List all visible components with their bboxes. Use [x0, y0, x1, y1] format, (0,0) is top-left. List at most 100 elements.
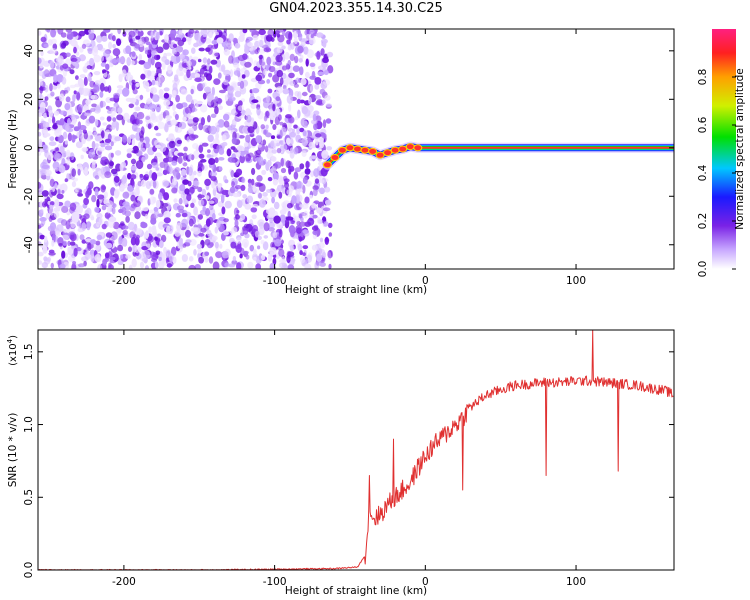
noise-speckle: [198, 122, 204, 131]
noise-speckle: [272, 231, 278, 239]
noise-speckle: [195, 102, 199, 108]
noise-speckle: [126, 57, 131, 66]
noise-speckle: [103, 86, 110, 92]
noise-speckle: [155, 144, 162, 149]
noise-speckle: [244, 141, 249, 148]
noise-speckle: [100, 55, 105, 62]
noise-speckle: [313, 168, 320, 178]
noise-speckle: [61, 190, 65, 194]
noise-speckle: [151, 172, 158, 181]
noise-speckle: [62, 40, 69, 46]
noise-speckle: [174, 37, 182, 42]
noise-speckle: [49, 60, 55, 69]
noise-speckle: [244, 145, 249, 154]
noise-speckle: [272, 103, 276, 112]
noise-speckle: [221, 134, 227, 141]
colorbar-tick-label: 0.6: [697, 116, 709, 133]
noise-speckle: [316, 50, 321, 60]
noise-speckle: [39, 80, 43, 86]
noise-speckle: [279, 214, 286, 223]
noise-speckle: [105, 200, 114, 207]
noise-speckle: [314, 77, 322, 85]
noise-speckle: [188, 127, 195, 134]
noise-speckle: [104, 171, 112, 179]
noise-speckle: [239, 253, 243, 259]
noise-speckle: [59, 118, 65, 126]
noise-speckle: [112, 44, 116, 49]
noise-speckle: [247, 261, 254, 269]
noise-speckle: [141, 156, 146, 163]
noise-speckle: [285, 216, 294, 221]
noise-speckle: [206, 229, 212, 237]
noise-speckle: [305, 33, 311, 41]
noise-speckle: [276, 47, 283, 54]
noise-speckle: [168, 164, 172, 173]
noise-speckle: [155, 132, 162, 137]
noise-speckle: [186, 60, 192, 67]
noise-speckle: [179, 184, 186, 192]
noise-speckle: [271, 149, 278, 154]
noise-speckle: [214, 96, 219, 102]
noise-speckle: [105, 63, 110, 70]
noise-speckle: [73, 46, 77, 54]
noise-speckle: [185, 229, 191, 238]
noise-speckle: [48, 110, 54, 118]
noise-speckle: [258, 221, 265, 229]
noise-speckle: [167, 64, 173, 74]
noise-speckle: [309, 155, 318, 160]
noise-speckle: [309, 85, 314, 93]
spectrogram-y-ticks: -40 -20 0 20 40: [23, 44, 674, 253]
noise-speckle: [228, 263, 236, 268]
noise-speckle: [158, 89, 164, 96]
noise-speckle: [192, 180, 200, 187]
noise-speckle: [130, 194, 136, 202]
noise-speckle: [295, 181, 304, 190]
noise-speckle: [254, 181, 262, 188]
noise-speckle: [122, 225, 129, 230]
noise-speckle: [158, 192, 163, 201]
noise-speckle: [279, 209, 287, 215]
noise-speckle: [209, 171, 218, 177]
noise-speckle: [299, 127, 305, 133]
noise-speckle: [184, 106, 193, 115]
noise-speckle: [180, 192, 185, 199]
noise-speckle: [81, 147, 89, 153]
noise-speckle: [279, 129, 283, 139]
noise-speckle: [104, 145, 113, 151]
noise-speckle: [72, 94, 76, 103]
noise-speckle: [211, 235, 218, 241]
noise-speckle: [156, 31, 160, 41]
noise-speckle: [285, 114, 292, 119]
noise-speckle: [301, 106, 308, 115]
noise-speckle: [190, 202, 195, 208]
noise-speckle: [181, 218, 189, 228]
noise-speckle: [145, 87, 150, 93]
noise-speckle: [214, 157, 219, 164]
noise-speckle: [41, 96, 45, 101]
noise-speckle: [48, 207, 55, 216]
noise-speckle: [207, 44, 213, 49]
noise-speckle: [147, 70, 152, 77]
noise-speckle: [258, 29, 266, 36]
noise-speckle: [66, 158, 71, 166]
noise-speckle: [288, 31, 293, 41]
noise-speckle: [146, 163, 153, 170]
noise-speckle: [128, 264, 133, 269]
noise-speckle: [81, 43, 87, 49]
noise-speckle: [256, 175, 263, 182]
noise-speckle: [84, 166, 89, 177]
noise-speckle: [47, 225, 55, 232]
noise-speckle: [272, 178, 278, 186]
noise-speckle: [240, 184, 246, 191]
snr-y-tick-label: 0.5: [23, 489, 35, 506]
noise-speckle: [236, 145, 244, 152]
noise-speckle: [171, 177, 178, 186]
noise-speckle: [118, 73, 123, 83]
noise-speckle: [301, 91, 308, 97]
noise-speckle: [94, 254, 102, 263]
noise-speckle: [197, 186, 203, 193]
noise-speckle: [174, 113, 179, 121]
noise-speckle: [266, 152, 274, 160]
noise-speckle: [198, 144, 204, 153]
noise-speckle: [226, 42, 233, 48]
